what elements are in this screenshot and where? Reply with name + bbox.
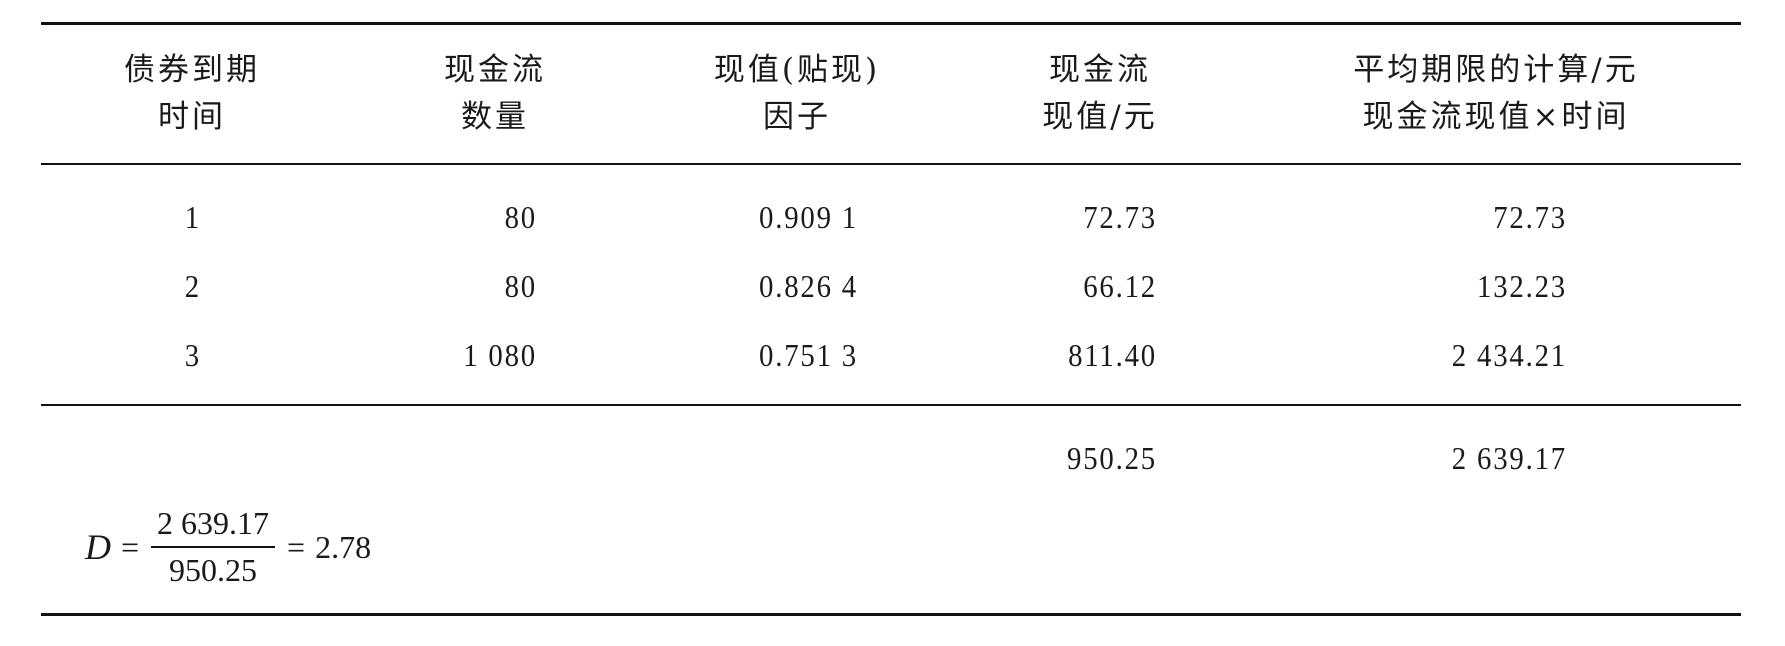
total-pv: 950.25 [1067, 440, 1157, 476]
header-cashflow-line1: 现金流 [444, 52, 546, 88]
header-discount-line1: 现值(贴现) [713, 52, 881, 88]
header-rule [41, 163, 1741, 165]
cell-weighted: 72.73 [1493, 199, 1567, 235]
formula-denominator: 950.25 [169, 552, 258, 588]
top-rule [41, 22, 1741, 25]
cell-discount: 0.826 4 [759, 268, 858, 304]
cell-cashflow: 1 080 [463, 337, 537, 373]
formula-lhs: D [85, 527, 111, 567]
header-maturity-line2: 时间 [158, 99, 226, 135]
formula-equals-2: = [287, 528, 306, 565]
cell-maturity: 2 [184, 268, 201, 304]
formula-result: 2.78 [315, 528, 372, 565]
duration-formula: D = 2 639.17 950.25 = 2.78 [85, 505, 371, 589]
formula-fraction: 2 639.17 950.25 [151, 505, 276, 589]
cell-maturity: 1 [184, 199, 201, 235]
header-maturity-line1: 债券到期 [124, 52, 260, 88]
body-rule [41, 404, 1741, 406]
cell-cashflow: 80 [504, 199, 537, 235]
cell-weighted: 2 434.21 [1451, 337, 1567, 373]
cell-pv: 72.73 [1083, 199, 1157, 235]
header-pv-line2: 现值/元 [1042, 99, 1158, 135]
bottom-rule [41, 613, 1741, 616]
cell-discount: 0.909 1 [759, 199, 858, 235]
cell-cashflow: 80 [504, 268, 537, 304]
header-discount-line2: 因子 [763, 99, 831, 135]
header-cashflow-line2: 数量 [461, 99, 529, 135]
cell-maturity: 3 [184, 337, 201, 373]
header-weighted-line1: 平均期限的计算/元 [1353, 52, 1639, 88]
cell-discount: 0.751 3 [759, 337, 858, 373]
header-pv-line1: 现金流 [1049, 52, 1151, 88]
header-weighted-line2: 现金流现值×时间 [1362, 99, 1630, 135]
formula-numerator: 2 639.17 [157, 505, 270, 541]
total-weighted: 2 639.17 [1451, 440, 1567, 476]
cell-weighted: 132.23 [1477, 268, 1567, 304]
fraction-bar [151, 546, 276, 548]
formula-equals: = [121, 528, 140, 565]
cell-pv: 811.40 [1068, 337, 1157, 373]
cell-pv: 66.12 [1083, 268, 1157, 304]
